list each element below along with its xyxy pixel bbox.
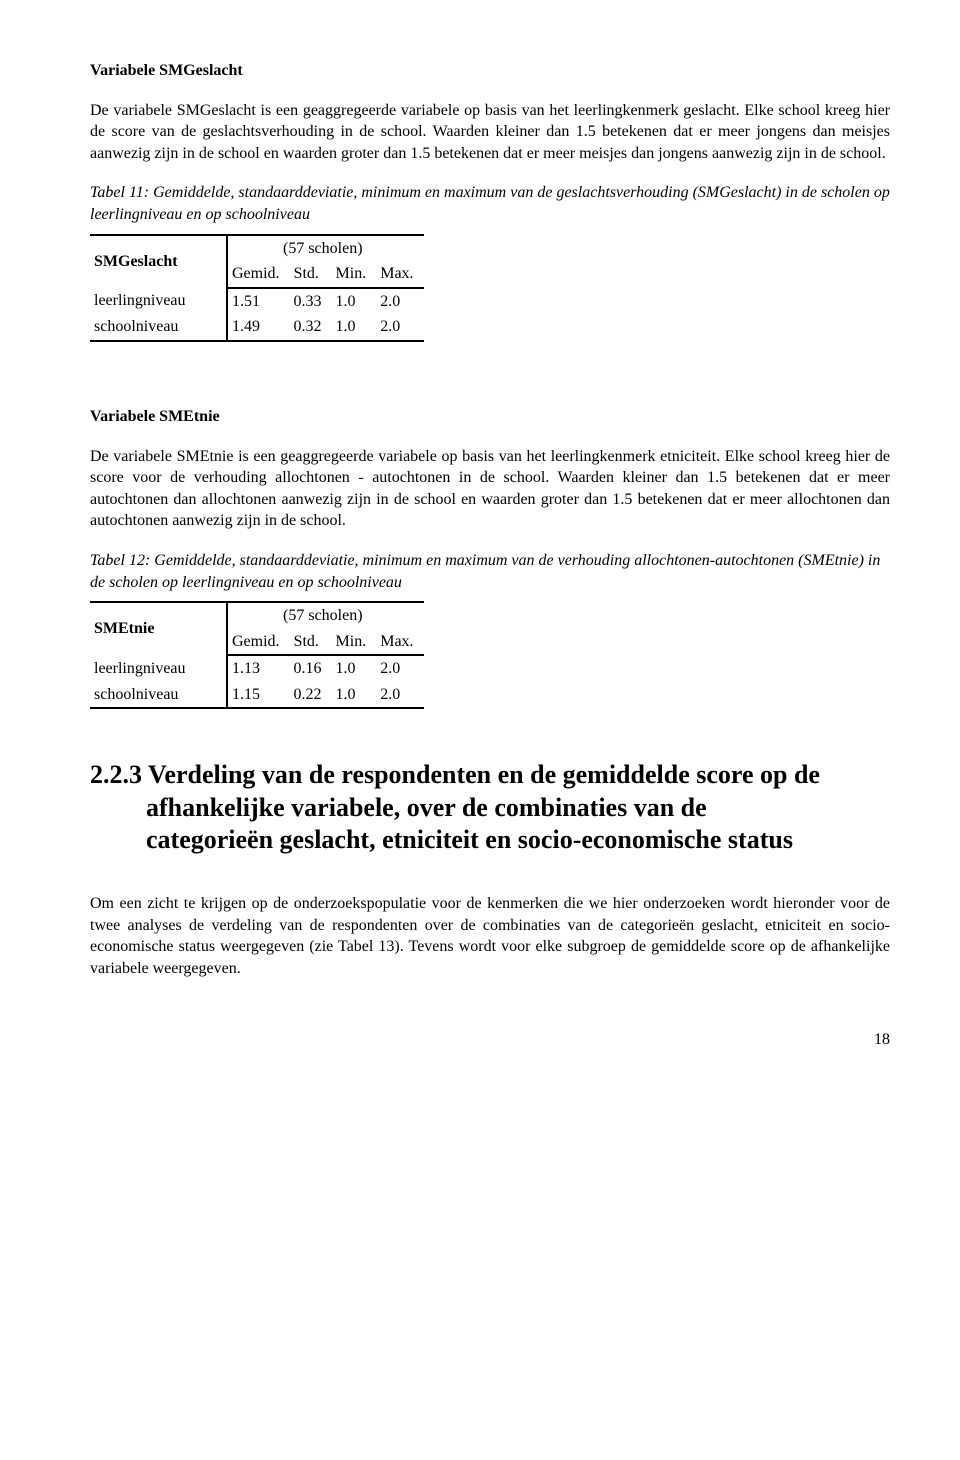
table-cell: 1.15	[227, 682, 290, 709]
table-cell: 0.32	[290, 314, 332, 341]
table11-col-gemid: Gemid.	[227, 261, 290, 288]
heading-number: 2.2.3	[90, 760, 142, 789]
heading-line2: afhankelijke variabele, over de combinat…	[90, 792, 890, 825]
table-cell: 1.0	[332, 314, 377, 341]
paragraph-smgeslacht: De variabele SMGeslacht is een geaggrege…	[90, 100, 890, 165]
table-cell: 2.0	[376, 655, 423, 682]
table12-col-max: Max.	[376, 629, 423, 656]
table-cell: 1.0	[332, 288, 377, 315]
table11-col-min: Min.	[332, 261, 377, 288]
table11-caption: Tabel 11: Gemiddelde, standaarddeviatie,…	[90, 182, 890, 225]
table-cell: 1.13	[227, 655, 290, 682]
table-cell: 2.0	[376, 682, 423, 709]
page-number: 18	[90, 1029, 890, 1051]
table-cell: 0.16	[290, 655, 332, 682]
table12-col-gemid: Gemid.	[227, 629, 290, 656]
table-cell: 1.49	[227, 314, 290, 341]
paragraph-smetnie: De variabele SMEtnie is een geaggregeerd…	[90, 446, 890, 532]
table-row-label: schoolniveau	[90, 314, 227, 341]
table-row-label: schoolniveau	[90, 682, 227, 709]
table12-group-header: (57 scholen)	[227, 602, 424, 629]
table12: SMEtnie (57 scholen) Gemid. Std. Min. Ma…	[90, 601, 424, 709]
table11: SMGeslacht (57 scholen) Gemid. Std. Min.…	[90, 234, 424, 342]
table11-col-max: Max.	[376, 261, 423, 288]
section-title-smetnie: Variabele SMEtnie	[90, 406, 890, 428]
table-cell: 2.0	[376, 288, 423, 315]
table-row-label: leerlingniveau	[90, 288, 227, 315]
table12-var-label: SMEtnie	[90, 602, 227, 655]
paragraph-final: Om een zicht te krijgen op de onderzoeks…	[90, 893, 890, 979]
table-cell: 2.0	[376, 314, 423, 341]
table11-var-label: SMGeslacht	[90, 235, 227, 288]
heading-line1: Verdeling van de respondenten en de gemi…	[148, 760, 820, 789]
heading-223: 2.2.3 Verdeling van de respondenten en d…	[90, 759, 890, 857]
table-cell: 0.22	[290, 682, 332, 709]
table12-col-std: Std.	[290, 629, 332, 656]
heading-line3: categorieën geslacht, etniciteit en soci…	[90, 824, 890, 857]
table12-caption: Tabel 12: Gemiddelde, standaarddeviatie,…	[90, 550, 890, 593]
table-cell: 1.51	[227, 288, 290, 315]
table-row-label: leerlingniveau	[90, 655, 227, 682]
table-cell: 1.0	[332, 655, 377, 682]
table-cell: 1.0	[332, 682, 377, 709]
section-title-smgeslacht: Variabele SMGeslacht	[90, 60, 890, 82]
table12-col-min: Min.	[332, 629, 377, 656]
table11-group-header: (57 scholen)	[227, 235, 424, 262]
table11-col-std: Std.	[290, 261, 332, 288]
table-cell: 0.33	[290, 288, 332, 315]
